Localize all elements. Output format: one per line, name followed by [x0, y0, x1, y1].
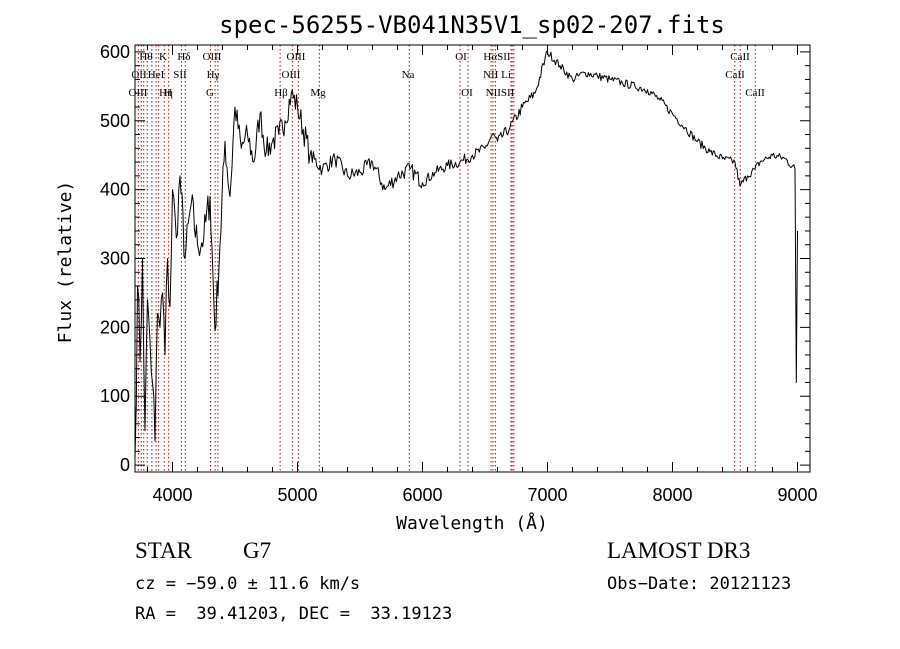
coordinates: RA = 39.41203, DEC = 33.19123 [135, 604, 453, 624]
marker-label: Hδ [177, 51, 190, 63]
x-tick-label: 7000 [527, 485, 567, 505]
x-tick-label: 5000 [277, 485, 317, 505]
marker-label: HeI [148, 69, 165, 81]
marker-label: CaII [725, 69, 745, 81]
marker-label: Hβ [274, 87, 288, 99]
marker-label: HαSII [483, 51, 510, 63]
spectrum-series [134, 51, 798, 459]
plot-frame [134, 44, 811, 473]
marker-label: OI [461, 87, 473, 99]
y-tick-label: 0 [120, 455, 130, 475]
y-tick-label: 600 [100, 42, 130, 62]
y-tick-label: 400 [100, 180, 130, 200]
marker-label: OIII [282, 69, 301, 81]
y-tick-label: 500 [100, 111, 130, 131]
observation-date: Obs−Date: 20121123 [607, 574, 792, 594]
x-tick-label: 4000 [152, 485, 192, 505]
marker-label: Hθ [139, 51, 152, 63]
marker-label: H [164, 87, 172, 99]
y-axis-label: Flux (relative) [55, 181, 76, 344]
x-tick-label: 9000 [777, 485, 817, 505]
marker-label: CaII [745, 87, 765, 99]
x-axis-label: Wavelength (Å) [396, 512, 548, 534]
object-class: STAR [135, 538, 192, 563]
marker-label: OIII [287, 51, 306, 63]
marker-label: Na [402, 69, 415, 81]
x-axis: 4000 5000 6000 7000 8000 9000 [147, 45, 818, 505]
survey-name: LAMOST DR3 [607, 538, 751, 563]
marker-label: NII Li [483, 69, 511, 81]
marker-label: NIISII [486, 87, 515, 99]
line-markers [137, 45, 756, 472]
marker-label: OI [455, 51, 467, 63]
marker-label: Hγ [207, 69, 220, 81]
y-tick-label: 300 [100, 249, 130, 269]
y-axis: 0 100 200 300 400 500 600 [100, 42, 810, 475]
marker-label: OIII [203, 51, 222, 63]
y-tick-label: 200 [100, 317, 130, 337]
marker-label: SII [173, 69, 187, 81]
y-tick-label: 100 [100, 386, 130, 406]
marker-label: K [159, 51, 167, 63]
marker-label: CaII [730, 51, 750, 63]
chart-title: spec-56255-VB041N35V1_sp02-207.fits [219, 11, 725, 39]
object-subclass: G7 [243, 538, 272, 563]
marker-label: G [206, 87, 214, 99]
x-tick-label: 6000 [402, 485, 442, 505]
marker-label: Mg [310, 87, 326, 99]
marker-label: Hη [159, 87, 173, 99]
spectrum-line [134, 51, 798, 459]
x-tick-label: 8000 [652, 485, 692, 505]
redshift-cz: cz = −59.0 ± 11.6 km/s [135, 574, 361, 594]
